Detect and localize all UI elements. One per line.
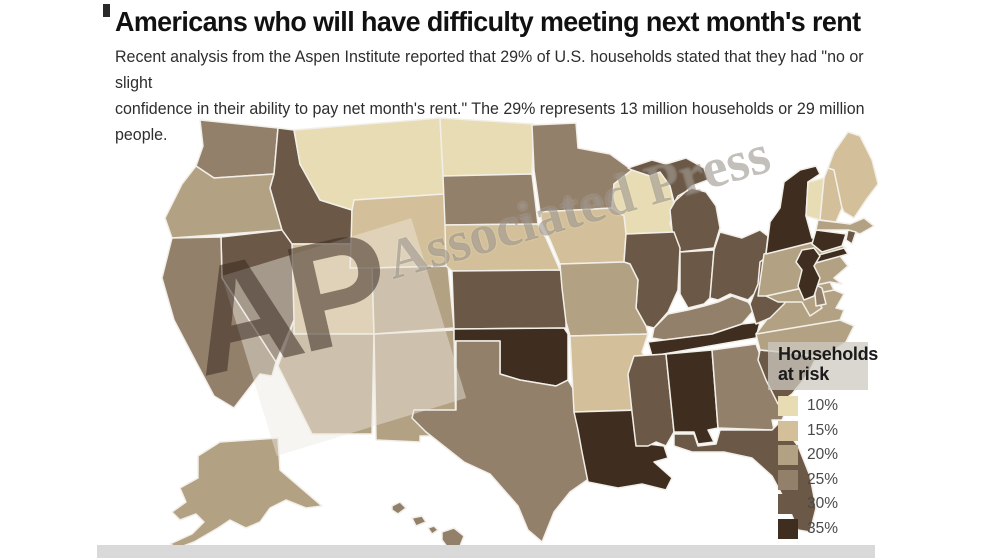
legend-item: 35% [778, 517, 898, 542]
legend-swatch [778, 420, 798, 441]
chart-title: Americans who will have difficulty meeti… [115, 6, 861, 37]
state-ME [827, 131, 878, 219]
state-AK [169, 437, 323, 549]
legend-label: 25% [807, 470, 839, 488]
state-MO [559, 261, 649, 337]
legend-item: 15% [778, 419, 898, 444]
us-map-svg [161, 117, 878, 549]
state-CT [811, 229, 847, 253]
legend-label: 20% [807, 446, 839, 464]
subtitle-line-1: Recent analysis from the Aspen Institute… [115, 48, 864, 92]
state-WY [349, 193, 449, 269]
state-KS [451, 269, 567, 330]
legend-label: 30% [807, 495, 839, 513]
legend-swatch [778, 396, 798, 417]
state-CA [161, 236, 277, 409]
legend-title-line-1: Households [778, 344, 879, 364]
state-WA [195, 119, 279, 179]
state-DE [813, 283, 827, 307]
legend-background [768, 342, 868, 390]
legend-swatch [778, 518, 798, 539]
legend-item: 30% [778, 492, 898, 517]
subtitle-line-2: confidence in their ability to pay net m… [115, 100, 865, 144]
map-legend: Households at risk 10% 15% 20% 25% 3 [778, 344, 898, 541]
state-HI [391, 501, 465, 549]
legend-label: 10% [807, 397, 839, 415]
state-SD [442, 173, 539, 226]
legend-swatch [778, 494, 798, 515]
legend-item: 10% [778, 394, 898, 419]
state-TX [411, 340, 591, 543]
us-choropleth-map [108, 112, 878, 552]
state-NE [444, 223, 561, 272]
state-OR [164, 165, 283, 239]
legend-swatch [778, 445, 798, 466]
legend-label: 15% [807, 421, 839, 439]
legend-item: 25% [778, 468, 898, 493]
legend-swatch [778, 469, 798, 490]
chart-subtitle: Recent analysis from the Aspen Institute… [115, 44, 872, 148]
legend-rows: 10% 15% 20% 25% 30% 35% [778, 394, 898, 541]
edge-artifact-mark [103, 4, 110, 17]
legend-title: Households at risk [778, 344, 898, 384]
state-ND [439, 117, 535, 177]
state-IN [679, 249, 715, 309]
legend-label: 35% [807, 519, 839, 537]
bottom-gray-strip [97, 545, 875, 558]
state-NJ [795, 247, 821, 301]
state-CO [371, 265, 455, 335]
state-AL [665, 349, 719, 445]
legend-title-line-2: at risk [778, 364, 829, 384]
legend-item: 20% [778, 443, 898, 468]
state-RI [845, 229, 857, 245]
state-AZ [277, 319, 375, 435]
